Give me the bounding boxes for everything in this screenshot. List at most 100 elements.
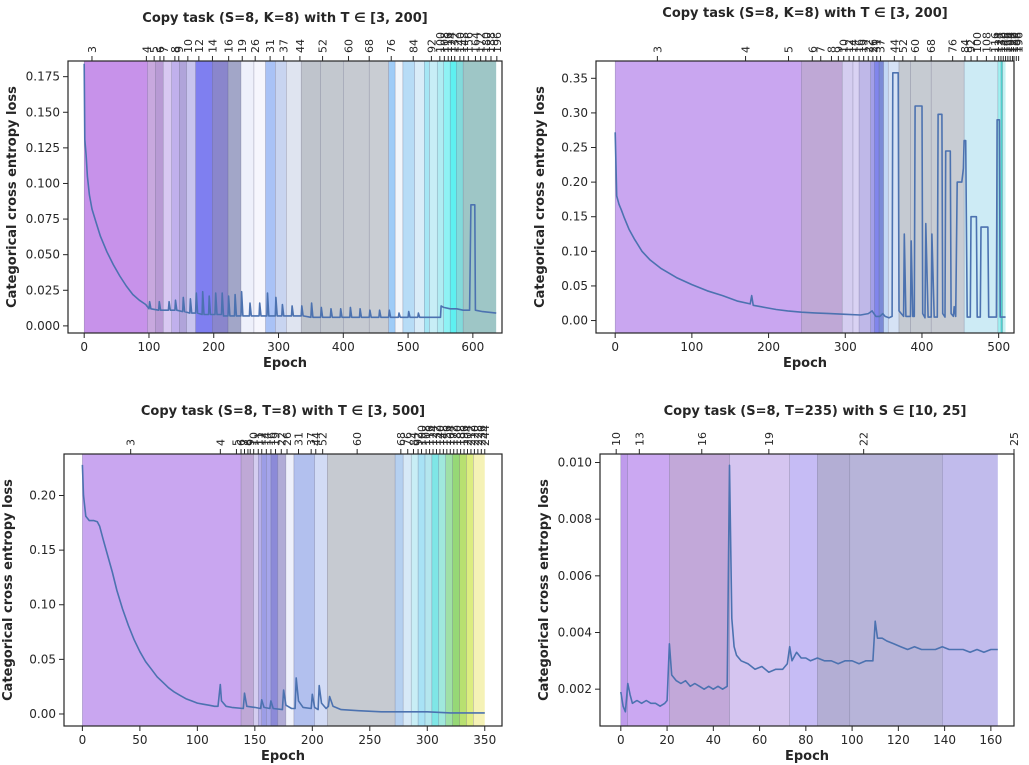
top-tick-label: 3 <box>125 439 138 446</box>
chart-panel-1: 0 100 200 300 400 500 600 0.000 0.025 0.050 0.075 0… <box>5 11 504 371</box>
top-tick-label: 156 <box>1002 32 1015 53</box>
top-tick-label: 164 <box>444 425 457 446</box>
top-tick-label: 16 <box>265 432 278 446</box>
top-tick-label: 9 <box>173 46 186 53</box>
top-tick-label: 12 <box>256 432 269 446</box>
band-0 <box>82 454 242 726</box>
top-tick-label: 100 <box>434 32 447 53</box>
top-tick-label: 37 <box>278 39 291 53</box>
chart-title: Copy task (S=8, T=235) with S ∈ [10, 25] <box>664 404 967 419</box>
top-tick-label: 9 <box>244 439 257 446</box>
x-tick-label: 100 <box>841 733 864 747</box>
top-tick-label: 16 <box>223 39 236 53</box>
band-0 <box>620 454 628 726</box>
top-tick-label: 26 <box>249 39 262 53</box>
x-tick-label: 60 <box>752 733 767 747</box>
y-tick-label: 0.25 <box>561 141 588 155</box>
top-tick-label: 16 <box>696 432 709 446</box>
top-tick-label: 44 <box>310 432 323 446</box>
top-tick-label: 22 <box>275 432 288 446</box>
x-tick-label: 80 <box>798 733 813 747</box>
top-tick-label: 31 <box>293 432 306 446</box>
y-tick-label: 0.075 <box>26 212 60 226</box>
band-12 <box>395 454 404 726</box>
top-tick-label: 26 <box>281 432 294 446</box>
x-tick-label: 350 <box>473 733 496 747</box>
band-group <box>614 61 1006 333</box>
band-19 <box>445 454 453 726</box>
y-axis-label: Categorical cross entropy loss <box>1 479 16 701</box>
x-tick-label: 20 <box>659 733 674 747</box>
top-tick-label: 60 <box>909 39 922 53</box>
top-tick-label: 8 <box>169 46 182 53</box>
top-tick-label: 100 <box>971 32 984 53</box>
y-tick-label: 0.010 <box>558 456 592 470</box>
x-tick-label: 500 <box>397 340 420 354</box>
top-tick-label: 148 <box>1000 32 1013 53</box>
top-tick-label: 124 <box>993 32 1006 53</box>
top-tick-label: 164 <box>469 32 482 53</box>
y-axis-label: Categorical cross entropy loss <box>533 86 548 308</box>
y-tick-label: 0.15 <box>29 543 56 557</box>
band-7 <box>195 61 213 333</box>
band-20 <box>395 61 403 333</box>
x-tick-label: 200 <box>301 733 324 747</box>
band-4 <box>171 61 180 333</box>
top-tick-label: 14 <box>206 39 219 53</box>
top-tick-label: 7 <box>815 46 828 53</box>
band-0 <box>615 61 802 333</box>
y-tick-label: 0.008 <box>558 512 592 526</box>
top-tick-label: 148 <box>458 32 471 53</box>
band-7 <box>277 454 286 726</box>
x-tick-label: 300 <box>416 733 439 747</box>
top-tick-label: 10 <box>838 39 851 53</box>
band-10 <box>240 61 254 333</box>
top-tick-label: 10 <box>248 432 261 446</box>
y-tick-label: 0.00 <box>561 314 588 328</box>
y-tick-label: 0.050 <box>26 248 60 262</box>
y-tick-label: 0.004 <box>558 626 592 640</box>
top-tick-label: 16 <box>853 39 866 53</box>
axes-frame <box>63 453 503 727</box>
x-tick-label: 300 <box>267 340 290 354</box>
top-tick-label: 68 <box>363 39 376 53</box>
band-24 <box>429 61 438 333</box>
top-tick-label: 84 <box>407 432 420 446</box>
band-9 <box>227 61 241 333</box>
chart-panel-3: 0 50 100 150 200 250 300 350 0.00 0.05 0.10 0.15 0.2… <box>1 404 503 764</box>
top-tick-label: 116 <box>442 32 455 53</box>
x-tick-label: 150 <box>243 733 266 747</box>
band-group <box>620 454 998 726</box>
top-tick-label: 180 <box>480 32 493 53</box>
x-tick-label: 140 <box>933 733 956 747</box>
top-tick-label: 22 <box>858 432 871 446</box>
chart-title: Copy task (S=8, T=8) with T ∈ [3, 500] <box>141 404 425 419</box>
top-tick-label: 76 <box>402 432 415 446</box>
top-tick-label: 132 <box>430 425 443 446</box>
band-0 <box>84 61 148 333</box>
top-tick-label: 52 <box>897 39 910 53</box>
band-26 <box>443 61 451 333</box>
top-tick-label: 188 <box>485 32 498 53</box>
x-tick-label: 400 <box>911 340 934 354</box>
top-tick-label: 172 <box>1006 32 1019 53</box>
band-7 <box>879 61 884 333</box>
band-6 <box>186 61 196 333</box>
top-tick-label: 220 <box>468 425 481 446</box>
band-5 <box>179 61 187 333</box>
top-tick-label: 140 <box>434 425 447 446</box>
x-tick-label: 0 <box>617 733 625 747</box>
band-11 <box>327 454 396 726</box>
band-18 <box>438 454 446 726</box>
top-tick-label: 6 <box>235 439 248 446</box>
y-tick-label: 0.125 <box>26 141 60 155</box>
top-tick-label: 8 <box>825 46 838 53</box>
top-tick-label: 116 <box>989 32 1002 53</box>
top-tick-label: 92 <box>425 39 438 53</box>
x-tick-label: 200 <box>757 340 780 354</box>
chart-panel-4: 0 20 40 60 80 100 120 140 160 0.002 0.004 0.006 0.00… <box>537 404 1021 764</box>
top-tick-label: 180 <box>451 425 464 446</box>
top-tick-label: 196 <box>458 425 471 446</box>
top-tick-label: 10 <box>182 39 195 53</box>
y-tick-label: 0.10 <box>29 598 56 612</box>
